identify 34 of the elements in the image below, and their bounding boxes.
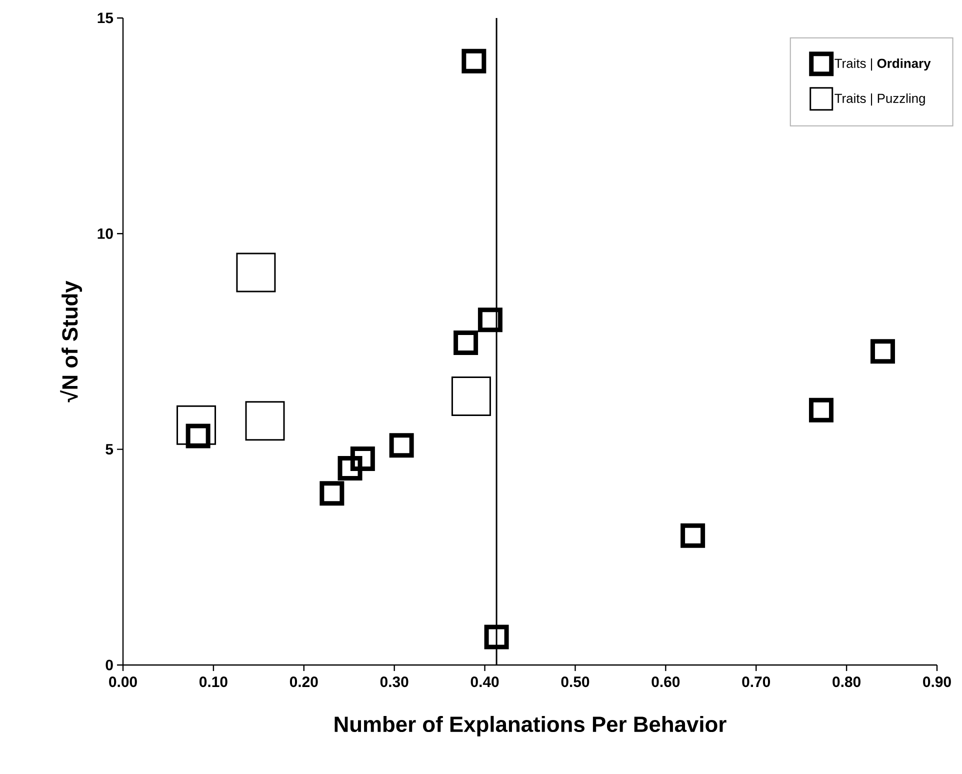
x-tick-label: 0.80 bbox=[832, 676, 860, 688]
legend-label: Traits | Ordinary bbox=[834, 58, 931, 71]
x-tick-label: 0.50 bbox=[561, 676, 590, 688]
point bbox=[680, 523, 706, 548]
y-tick-label: 5 bbox=[106, 444, 114, 455]
legend-label: Traits | Puzzling bbox=[834, 93, 925, 106]
point bbox=[350, 446, 375, 472]
point bbox=[338, 456, 362, 481]
x-tick-label: 0.00 bbox=[109, 676, 137, 688]
y-axis-title: √N of Study bbox=[60, 280, 82, 402]
x-tick-label: 0.10 bbox=[200, 676, 228, 688]
point bbox=[870, 339, 895, 364]
point bbox=[478, 308, 502, 332]
point bbox=[176, 405, 216, 445]
point bbox=[320, 481, 344, 506]
point bbox=[462, 48, 486, 74]
x-tick-label: 0.70 bbox=[742, 676, 770, 688]
point bbox=[389, 433, 414, 458]
point bbox=[484, 624, 509, 650]
y-tick-label: 10 bbox=[98, 228, 113, 239]
point bbox=[451, 376, 491, 416]
y-tick-label: 0 bbox=[106, 660, 113, 670]
x-tick-label: 0.20 bbox=[290, 676, 318, 688]
point bbox=[236, 252, 276, 292]
point bbox=[186, 424, 210, 448]
x-tick-label: 0.40 bbox=[470, 676, 499, 688]
point bbox=[245, 401, 285, 441]
x-tick-label: 0.30 bbox=[380, 676, 408, 688]
x-tick-label: 0.60 bbox=[652, 676, 680, 688]
point bbox=[808, 398, 834, 422]
point bbox=[454, 330, 478, 356]
y-tick-label: 15 bbox=[98, 12, 114, 24]
x-tick-label: 0.90 bbox=[923, 676, 951, 688]
x-axis-title: Number of Explanations Per Behavior bbox=[334, 716, 726, 736]
